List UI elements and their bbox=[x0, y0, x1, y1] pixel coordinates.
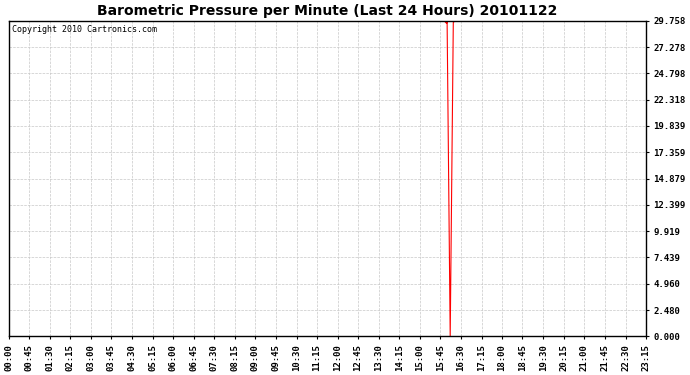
Title: Barometric Pressure per Minute (Last 24 Hours) 20101122: Barometric Pressure per Minute (Last 24 … bbox=[97, 4, 558, 18]
Text: Copyright 2010 Cartronics.com: Copyright 2010 Cartronics.com bbox=[12, 26, 157, 34]
